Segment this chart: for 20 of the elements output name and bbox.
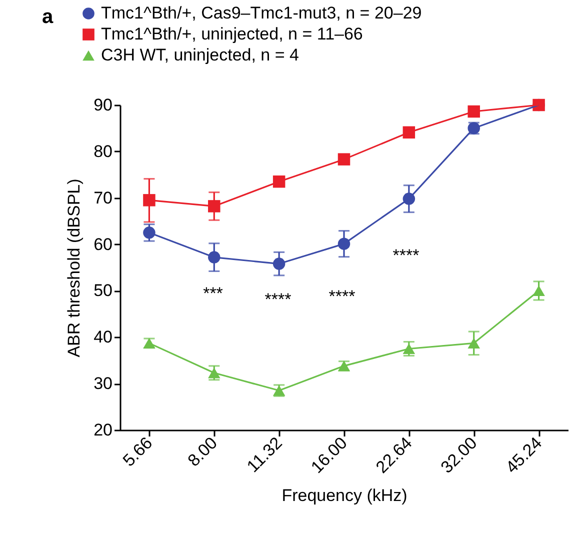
x-tick-label: 5.66: [119, 433, 156, 470]
legend-label: C3H WT, uninjected, n = 4: [101, 46, 299, 64]
annotation: ***: [203, 284, 224, 303]
annotation: ****: [392, 246, 420, 265]
legend-label: Tmc1^Bth/+, Cas9–Tmc1-mut3, n = 20–29: [101, 4, 422, 22]
y-tick-label: 50: [94, 281, 112, 300]
y-axis-title: ABR threshold (dBSPL): [64, 178, 84, 358]
annotation: ****: [264, 290, 292, 309]
y-tick-label: 40: [94, 328, 112, 347]
y-tick-label: 80: [94, 142, 112, 161]
x-axis-title: Frequency (kHz): [282, 486, 408, 506]
x-tick-label: 8.00: [184, 433, 222, 470]
annotation: ****: [328, 287, 356, 306]
legend-label: Tmc1^Bth/+, uninjected, n = 11–66: [101, 24, 363, 44]
y-tick-label: 90: [94, 96, 112, 114]
y-tick-label: 20: [94, 420, 112, 440]
y-tick-label: 70: [94, 188, 112, 208]
y-tick-label: 60: [94, 234, 112, 254]
text: a: [42, 6, 54, 28]
y-tick-label: 30: [94, 374, 112, 394]
